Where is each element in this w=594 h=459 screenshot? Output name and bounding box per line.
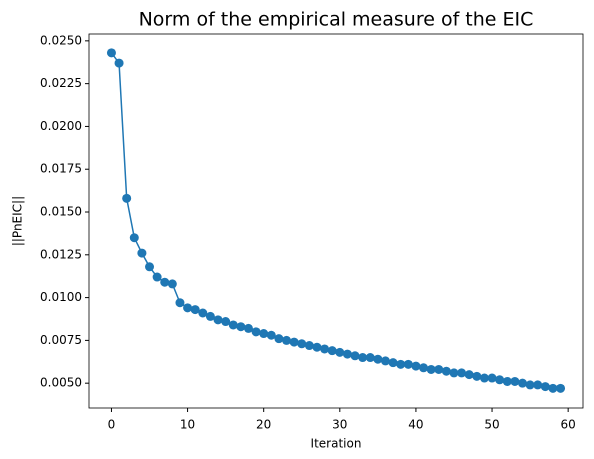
x-tick-label: 20 [256, 418, 271, 432]
point [266, 330, 276, 340]
y-tick-label: 0.0050 [40, 376, 82, 390]
point [137, 248, 147, 258]
y-tick-label: 0.0100 [40, 290, 82, 304]
point [540, 382, 550, 392]
point [388, 358, 398, 368]
point [342, 349, 352, 359]
point [297, 339, 307, 349]
x-tick-label: 30 [332, 418, 347, 432]
point [510, 376, 520, 386]
point [205, 311, 215, 321]
point [152, 272, 162, 282]
point [517, 378, 527, 388]
y-tick-label: 0.0225 [40, 76, 82, 90]
point [350, 351, 360, 361]
point [449, 368, 459, 378]
y-axis-label: ||PnEIC|| [11, 196, 25, 246]
point [533, 380, 543, 390]
x-tick-label: 60 [561, 418, 576, 432]
x-axis-label: Iteration [311, 437, 362, 451]
point [525, 380, 535, 390]
point [289, 337, 299, 347]
point [472, 371, 482, 381]
point [236, 322, 246, 332]
point [426, 364, 436, 374]
point [464, 370, 474, 380]
point [358, 353, 368, 363]
point [434, 364, 444, 374]
point [396, 359, 406, 369]
y-tick-label: 0.0200 [40, 119, 82, 133]
point [190, 305, 200, 315]
point [335, 347, 345, 357]
point [274, 334, 284, 344]
point [243, 323, 253, 333]
point [145, 262, 155, 272]
point [487, 373, 497, 383]
point [411, 361, 421, 371]
x-tick-label: 10 [180, 418, 195, 432]
y-tick-label: 0.0150 [40, 205, 82, 219]
point [160, 277, 170, 287]
point [167, 279, 177, 289]
y-tick-label: 0.0250 [40, 33, 82, 47]
point [479, 373, 489, 383]
point [183, 303, 193, 313]
x-tick-label: 40 [408, 418, 423, 432]
y-tick-label: 0.0125 [40, 247, 82, 261]
point [175, 298, 185, 308]
point [495, 375, 505, 385]
point [327, 346, 337, 356]
point [312, 342, 322, 352]
point [129, 233, 139, 243]
point [380, 356, 390, 366]
point [106, 48, 116, 58]
point [441, 366, 451, 376]
point [548, 383, 558, 393]
point [403, 359, 413, 369]
point [251, 327, 261, 337]
point [114, 58, 124, 68]
point [122, 193, 132, 203]
point [228, 320, 238, 330]
chart-title: Norm of the empirical measure of the EIC [139, 9, 534, 31]
point [365, 353, 375, 363]
point [457, 368, 467, 378]
x-tick-label: 50 [484, 418, 499, 432]
point [304, 341, 314, 351]
point [556, 383, 566, 393]
point [198, 308, 208, 318]
point [282, 335, 292, 345]
point [373, 354, 383, 364]
y-tick-label: 0.0175 [40, 162, 82, 176]
plot-frame [88, 33, 584, 409]
line [110, 52, 561, 390]
point [213, 315, 223, 325]
point [419, 363, 429, 373]
point [221, 317, 231, 327]
point [259, 329, 269, 339]
point [320, 344, 330, 354]
point [502, 376, 512, 386]
x-tick-label: 0 [108, 418, 116, 432]
y-tick-label: 0.0075 [40, 333, 82, 347]
